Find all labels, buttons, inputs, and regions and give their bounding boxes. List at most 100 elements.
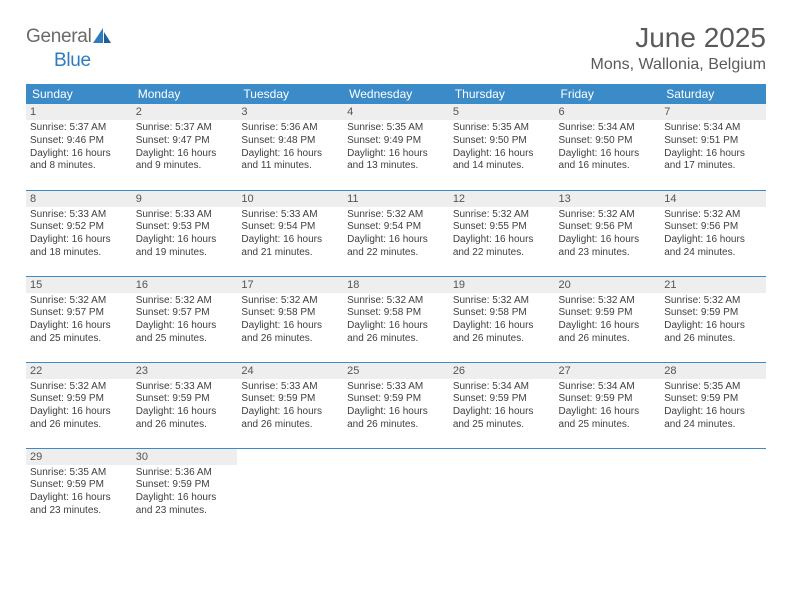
sun-info: Sunrise: 5:32 AMSunset: 9:58 PMDaylight:… (453, 295, 551, 346)
day-number: 24 (237, 363, 343, 379)
calendar-cell: 14Sunrise: 5:32 AMSunset: 9:56 PMDayligh… (660, 190, 766, 276)
day-number: 9 (132, 191, 238, 207)
calendar-cell (660, 448, 766, 534)
day-number: 23 (132, 363, 238, 379)
calendar-cell: 27 Sunrise: 5:34 AMSunset: 9:59 PMDayligh… (555, 362, 661, 448)
weekday-header: Friday (555, 84, 661, 104)
calendar-cell: 1Sunrise: 5:37 AMSunset: 9:46 PMDaylight… (26, 104, 132, 190)
sun-info: Sunrise: 5:33 AMSunset: 9:53 PMDaylight:… (136, 209, 234, 260)
day-number: 20 (555, 277, 661, 293)
day-number: 1 (26, 104, 132, 120)
sun-info: Sunrise: 5:34 AMSunset: 9:51 PMDaylight:… (664, 122, 762, 173)
day-number: 25 (343, 363, 449, 379)
calendar-cell: 2 Sunrise: 5:37 AMSunset: 9:47 PMDaylight… (132, 104, 238, 190)
calendar-cell: 6Sunrise: 5:34 AMSunset: 9:50 PMDaylight… (555, 104, 661, 190)
day-number: 12 (449, 191, 555, 207)
sun-info: Sunrise: 5:36 AMSunset: 9:59 PMDaylight:… (136, 467, 234, 518)
sun-info: Sunrise: 5:33 AMSunset: 9:52 PMDaylight:… (30, 209, 128, 260)
calendar-cell: 24 Sunrise: 5:33 AMSunset: 9:59 PMDayligh… (237, 362, 343, 448)
weekday-header: Tuesday (237, 84, 343, 104)
sun-info: Sunrise: 5:32 AMSunset: 9:54 PMDaylight:… (347, 209, 445, 260)
weekday-header: Wednesday (343, 84, 449, 104)
day-number: 19 (449, 277, 555, 293)
sun-info: Sunrise: 5:35 AMSunset: 9:50 PMDaylight:… (453, 122, 551, 173)
calendar-week-row: 1Sunrise: 5:37 AMSunset: 9:46 PMDaylight… (26, 104, 766, 190)
calendar-cell: 11 Sunrise: 5:32 AMSunset: 9:54 PMDayligh… (343, 190, 449, 276)
calendar-cell (555, 448, 661, 534)
day-number: 28 (660, 363, 766, 379)
weekday-header-row: Sunday Monday Tuesday Wednesday Thursday… (26, 84, 766, 104)
calendar-cell: 10 Sunrise: 5:33 AMSunset: 9:54 PMDayligh… (237, 190, 343, 276)
calendar-cell: 17Sunrise: 5:32 AMSunset: 9:58 PMDayligh… (237, 276, 343, 362)
calendar-cell: 15 Sunrise: 5:32 AMSunset: 9:57 PMDayligh… (26, 276, 132, 362)
sun-info: Sunrise: 5:35 AMSunset: 9:59 PMDaylight:… (30, 467, 128, 518)
calendar-week-row: 22Sunrise: 5:32 AMSunset: 9:59 PMDayligh… (26, 362, 766, 448)
sun-info: Sunrise: 5:32 AMSunset: 9:59 PMDaylight:… (30, 381, 128, 432)
sun-info: Sunrise: 5:32 AMSunset: 9:58 PMDaylight:… (347, 295, 445, 346)
sun-info: Sunrise: 5:32 AMSunset: 9:59 PMDaylight:… (559, 295, 657, 346)
calendar-cell: 9 Sunrise: 5:33 AMSunset: 9:53 PMDaylight… (132, 190, 238, 276)
day-number: 18 (343, 277, 449, 293)
sun-info: Sunrise: 5:32 AMSunset: 9:57 PMDaylight:… (30, 295, 128, 346)
day-number: 30 (132, 449, 238, 465)
sun-info: Sunrise: 5:32 AMSunset: 9:56 PMDaylight:… (559, 209, 657, 260)
calendar-cell: 22Sunrise: 5:32 AMSunset: 9:59 PMDayligh… (26, 362, 132, 448)
sun-info: Sunrise: 5:35 AMSunset: 9:49 PMDaylight:… (347, 122, 445, 173)
brand-word1: General (26, 26, 92, 47)
brand-word2: Blue (26, 50, 91, 71)
calendar-cell: 3Sunrise: 5:36 AMSunset: 9:48 PMDaylight… (237, 104, 343, 190)
calendar-cell: 13Sunrise: 5:32 AMSunset: 9:56 PMDayligh… (555, 190, 661, 276)
sun-info: Sunrise: 5:33 AMSunset: 9:54 PMDaylight:… (241, 209, 339, 260)
sun-info: Sunrise: 5:33 AMSunset: 9:59 PMDaylight:… (136, 381, 234, 432)
calendar-cell (343, 448, 449, 534)
weekday-header: Saturday (660, 84, 766, 104)
day-number: 29 (26, 449, 132, 465)
day-number: 11 (343, 191, 449, 207)
calendar-cell: 12 Sunrise: 5:32 AMSunset: 9:55 PMDayligh… (449, 190, 555, 276)
day-number: 27 (555, 363, 661, 379)
day-number: 8 (26, 191, 132, 207)
calendar-cell: 8 Sunrise: 5:33 AMSunset: 9:52 PMDaylight… (26, 190, 132, 276)
day-number: 26 (449, 363, 555, 379)
calendar-cell: 28 Sunrise: 5:35 AMSunset: 9:59 PMDayligh… (660, 362, 766, 448)
calendar-cell: 7 Sunrise: 5:34 AMSunset: 9:51 PMDaylight… (660, 104, 766, 190)
weekday-header: Thursday (449, 84, 555, 104)
calendar-cell: 16 Sunrise: 5:32 AMSunset: 9:57 PMDayligh… (132, 276, 238, 362)
calendar-cell: 19 Sunrise: 5:32 AMSunset: 9:58 PMDayligh… (449, 276, 555, 362)
calendar-cell: 21Sunrise: 5:32 AMSunset: 9:59 PMDayligh… (660, 276, 766, 362)
day-number: 3 (237, 104, 343, 120)
sun-info: Sunrise: 5:34 AMSunset: 9:59 PMDaylight:… (559, 381, 657, 432)
brand-logo: General Blue (26, 22, 113, 72)
sun-info: Sunrise: 5:32 AMSunset: 9:55 PMDaylight:… (453, 209, 551, 260)
page: General Blue June 2025 Mons, Wallonia, B… (0, 0, 792, 552)
day-number: 21 (660, 277, 766, 293)
sun-info: Sunrise: 5:33 AMSunset: 9:59 PMDaylight:… (241, 381, 339, 432)
calendar-cell: 18 Sunrise: 5:32 AMSunset: 9:58 PMDayligh… (343, 276, 449, 362)
day-number: 5 (449, 104, 555, 120)
brand-sail-icon (93, 28, 111, 50)
calendar-cell (449, 448, 555, 534)
header: General Blue June 2025 Mons, Wallonia, B… (26, 22, 766, 74)
day-number: 10 (237, 191, 343, 207)
calendar-cell: 30 Sunrise: 5:36 AMSunset: 9:59 PMDayligh… (132, 448, 238, 534)
day-number: 7 (660, 104, 766, 120)
sun-info: Sunrise: 5:37 AMSunset: 9:47 PMDaylight:… (136, 122, 234, 173)
sun-info: Sunrise: 5:32 AMSunset: 9:57 PMDaylight:… (136, 295, 234, 346)
month-title: June 2025 (591, 22, 766, 54)
day-number: 15 (26, 277, 132, 293)
calendar-cell: 20 Sunrise: 5:32 AMSunset: 9:59 PMDayligh… (555, 276, 661, 362)
calendar-cell: 29 Sunrise: 5:35 AMSunset: 9:59 PMDayligh… (26, 448, 132, 534)
sun-info: Sunrise: 5:32 AMSunset: 9:58 PMDaylight:… (241, 295, 339, 346)
day-number: 16 (132, 277, 238, 293)
calendar-cell: 26 Sunrise: 5:34 AMSunset: 9:59 PMDayligh… (449, 362, 555, 448)
sun-info: Sunrise: 5:34 AMSunset: 9:59 PMDaylight:… (453, 381, 551, 432)
sun-info: Sunrise: 5:35 AMSunset: 9:59 PMDaylight:… (664, 381, 762, 432)
calendar-cell: 5 Sunrise: 5:35 AMSunset: 9:50 PMDaylight… (449, 104, 555, 190)
calendar-body: 1Sunrise: 5:37 AMSunset: 9:46 PMDaylight… (26, 104, 766, 534)
day-number: 4 (343, 104, 449, 120)
day-number: 6 (555, 104, 661, 120)
calendar-week-row: 29 Sunrise: 5:35 AMSunset: 9:59 PMDayligh… (26, 448, 766, 534)
day-number: 2 (132, 104, 238, 120)
calendar-cell: 4 Sunrise: 5:35 AMSunset: 9:49 PMDaylight… (343, 104, 449, 190)
weekday-header: Monday (132, 84, 238, 104)
